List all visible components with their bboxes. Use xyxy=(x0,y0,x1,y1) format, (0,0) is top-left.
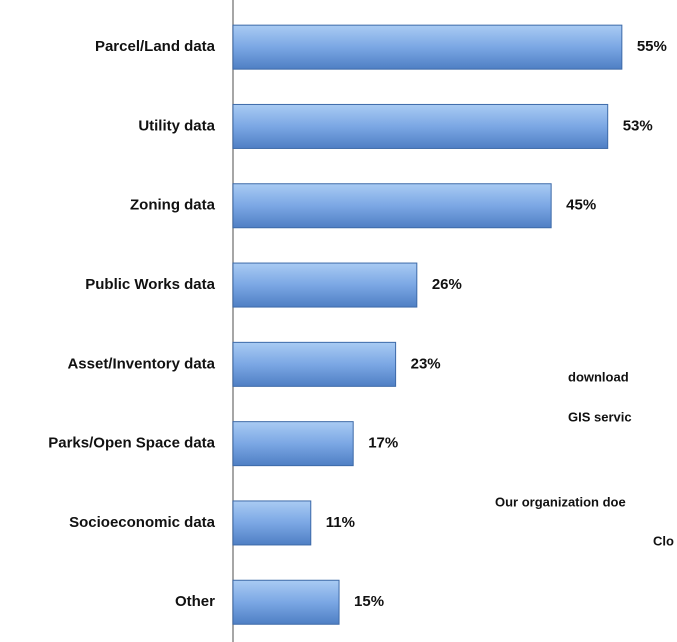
category-label: Parcel/Land data xyxy=(95,38,216,55)
bar xyxy=(232,579,340,625)
bar xyxy=(232,421,354,467)
value-label: 17% xyxy=(368,435,398,452)
value-label: 26% xyxy=(432,276,462,293)
value-label: 23% xyxy=(411,355,441,372)
category-label: Utility data xyxy=(138,117,215,134)
annotation: Our organization doe xyxy=(495,494,626,509)
category-label: Zoning data xyxy=(130,197,216,214)
bar xyxy=(232,341,397,387)
value-label: 55% xyxy=(637,38,667,55)
bar xyxy=(232,24,623,70)
category-label: Public Works data xyxy=(85,276,215,293)
bar xyxy=(232,262,418,308)
bar xyxy=(232,183,552,229)
category-label: Parks/Open Space data xyxy=(48,435,215,452)
category-label: Socioeconomic data xyxy=(69,514,216,531)
value-label: 11% xyxy=(326,514,355,531)
value-label: 15% xyxy=(354,593,384,610)
bar xyxy=(232,103,609,149)
value-label: 53% xyxy=(623,117,653,134)
value-label: 45% xyxy=(566,197,596,214)
annotation: download xyxy=(568,369,629,384)
category-label: Other xyxy=(175,593,215,610)
bar xyxy=(232,500,312,546)
annotation: Clo xyxy=(653,533,674,548)
annotation: GIS servic xyxy=(568,409,632,424)
category-label: Asset/Inventory data xyxy=(67,355,215,372)
